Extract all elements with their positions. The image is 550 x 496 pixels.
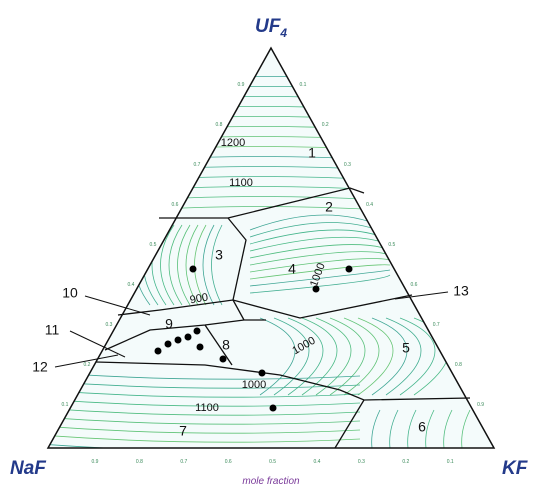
- contour-line: [315, 317, 352, 396]
- vertex-left: NaF: [10, 458, 47, 479]
- contour-label: 1100: [229, 177, 253, 189]
- bottom-tick: 0.4: [314, 459, 321, 465]
- left-tick: 0.4: [128, 282, 135, 288]
- contour-line: [48, 416, 361, 425]
- vertex-top-text: UF: [255, 16, 282, 37]
- contour-line: [443, 409, 453, 448]
- contour-line: [48, 434, 361, 443]
- region-label: 4: [288, 261, 296, 277]
- axis-label: mole fraction: [242, 476, 300, 487]
- callout-label: 10: [62, 285, 78, 301]
- contour-line: [425, 409, 435, 448]
- leader-lines: [54, 291, 449, 368]
- vertex-right: KF: [502, 458, 529, 479]
- contour-label: 1100: [195, 402, 219, 414]
- contour-line: [168, 224, 183, 306]
- contour-line: [249, 244, 391, 259]
- right-tick: 0.3: [344, 162, 351, 168]
- contour-line: [211, 224, 223, 306]
- contour-label: 1200: [221, 137, 245, 149]
- bottom-tick: 0.5: [269, 459, 276, 465]
- right-tick: 0.2: [322, 122, 329, 128]
- contour-line: [273, 317, 310, 396]
- contour-line: [249, 269, 391, 287]
- contour-line: [357, 317, 394, 396]
- right-tick: 0.4: [366, 202, 373, 208]
- contour-line: [202, 224, 215, 306]
- callout-label: 11: [45, 322, 60, 338]
- left-tick: 0.8: [216, 122, 223, 128]
- bottom-tick: 0.9: [92, 459, 99, 465]
- contour-label: 1000: [242, 379, 266, 391]
- right-tick: 0.5: [388, 242, 395, 248]
- right-tick: 0.7: [433, 322, 440, 328]
- contour-line: [407, 409, 417, 448]
- right-tick: 0.1: [300, 82, 307, 88]
- left-tick: 0.3: [106, 322, 113, 328]
- right-tick: 0.6: [411, 282, 418, 288]
- triangle-outline: [46, 46, 496, 449]
- left-tick: 0.2: [84, 362, 91, 368]
- contour-line: [287, 317, 324, 396]
- contour-line: [259, 317, 296, 396]
- left-tick: 0.1: [62, 402, 69, 408]
- callout-label: 12: [32, 359, 48, 375]
- bottom-tick: 0.2: [402, 459, 409, 465]
- left-tick: 0.6: [172, 202, 179, 208]
- region-label: 6: [418, 419, 426, 435]
- contour-line: [385, 317, 422, 396]
- contour-line: [389, 409, 399, 448]
- contour-line: [177, 224, 191, 306]
- right-tick: 0.9: [477, 402, 484, 408]
- vertex-top-sub: 4: [279, 26, 287, 40]
- region-label: 7: [179, 423, 187, 439]
- contour-line: [371, 409, 381, 448]
- bottom-tick: 0.1: [447, 459, 454, 465]
- contour-line: [249, 274, 391, 294]
- bottom-tick: 0.6: [225, 459, 232, 465]
- phase-boundaries: [95, 187, 471, 449]
- vertex-top: UF4: [255, 16, 287, 40]
- left-tick: 0.9: [238, 82, 245, 88]
- bottom-tick: 0.7: [180, 459, 187, 465]
- contour-line: [48, 398, 361, 407]
- contour-line: [185, 224, 199, 306]
- contour-line: [329, 317, 366, 396]
- left-tick: 0.5: [150, 242, 157, 248]
- region-label: 3: [215, 247, 223, 263]
- contour-line: [399, 317, 436, 396]
- region-label: 9: [165, 316, 173, 332]
- callout-label: 13: [453, 283, 469, 299]
- contour-line: [48, 425, 361, 434]
- region-label: 2: [325, 199, 333, 215]
- bottom-tick: 0.3: [358, 459, 365, 465]
- contour-label: 900: [189, 291, 209, 306]
- contour-line: [48, 407, 361, 416]
- contour-line: [343, 317, 380, 396]
- contour-line: [249, 258, 391, 273]
- contour-line: [48, 389, 361, 398]
- ticks: 0.9 0.8 0.7 0.6 0.5 0.4 0.3 0.2 0.1 0.9 0.8 0.7 0.6 0…: [62, 82, 485, 465]
- contour-line: [194, 224, 207, 306]
- bottom-tick: 0.8: [136, 459, 143, 465]
- data-points: [154, 265, 353, 412]
- contour-line: [160, 224, 175, 306]
- region-label: 8: [222, 337, 230, 353]
- contour-line: [461, 409, 471, 448]
- contour-line: [249, 251, 391, 266]
- left-tick: 0.7: [194, 162, 201, 168]
- contour-line: [48, 443, 361, 448]
- right-tick: 0.8: [455, 362, 462, 368]
- contour-line: [371, 317, 408, 396]
- region-label: 1: [308, 145, 316, 161]
- region-label: 5: [402, 340, 410, 356]
